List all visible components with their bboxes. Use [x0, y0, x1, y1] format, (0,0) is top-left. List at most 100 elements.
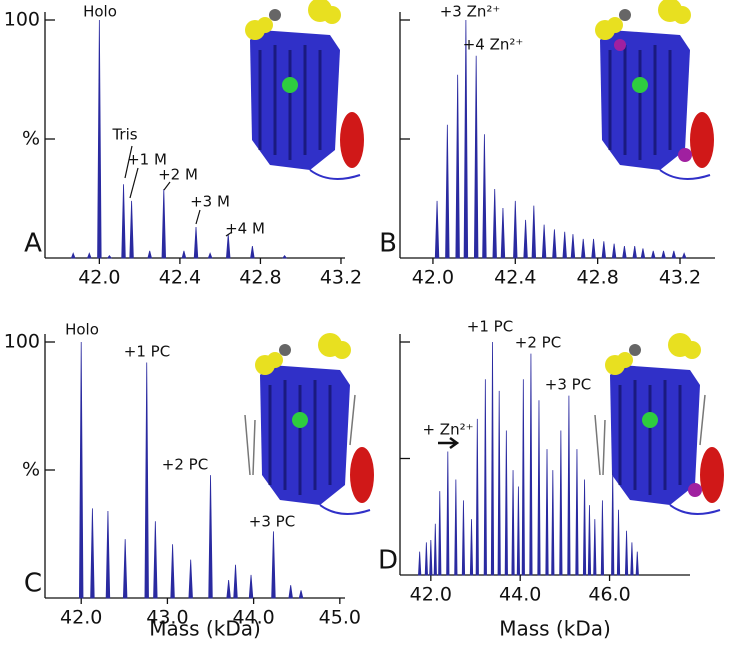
peak — [504, 430, 508, 576]
x-tick-label: 42.0 — [410, 584, 452, 606]
peak — [551, 470, 555, 576]
x-tick-label: 43.2 — [659, 267, 701, 289]
leader-line — [124, 145, 133, 179]
peak — [455, 74, 460, 259]
peak — [622, 246, 627, 259]
peak — [541, 224, 547, 259]
peak — [86, 252, 92, 259]
peak — [226, 580, 231, 599]
y-tick-label: % — [22, 459, 40, 481]
annotation: +3 Zn²⁺ — [440, 3, 501, 21]
peak — [475, 418, 479, 576]
x-tick-label: 42.4 — [159, 267, 201, 289]
x-tick-label: 42.0 — [412, 267, 454, 289]
peak — [492, 188, 497, 259]
peak — [531, 205, 537, 259]
annotation: + Zn²⁺ — [422, 421, 473, 439]
panel-label: B — [379, 229, 397, 259]
x-tick-label: 43.2 — [320, 267, 362, 289]
x-axis-label: Mass (kDa) — [499, 617, 611, 641]
peak — [153, 521, 158, 599]
peak — [482, 134, 487, 259]
leader-line — [225, 231, 233, 237]
peak — [511, 470, 515, 576]
panel-label: C — [24, 569, 42, 599]
peak — [513, 200, 518, 259]
peak — [570, 234, 576, 259]
peak — [121, 184, 126, 259]
arrow — [438, 436, 460, 450]
protein-illustration — [243, 0, 366, 181]
leader-line — [163, 181, 171, 191]
peak — [144, 362, 149, 599]
peak — [446, 451, 450, 576]
x-tick-label: 42.4 — [494, 267, 536, 289]
panel: 42.0 44.0 46.0 D Mass (kDa) + Zn²⁺ +1 PC+2 PC +… — [378, 318, 690, 641]
peak — [438, 491, 442, 576]
peak — [433, 523, 437, 576]
x-tick-label: 43.0 — [146, 607, 188, 629]
y-tick-label: 100 — [4, 331, 40, 353]
peak — [552, 229, 557, 259]
peak — [424, 542, 428, 576]
peak — [632, 246, 637, 259]
peak — [473, 55, 479, 259]
protein-illustration — [594, 331, 726, 516]
peak — [587, 505, 592, 576]
peak — [122, 539, 128, 599]
y-tick-label: 100 — [4, 9, 40, 31]
annotation: +3 M — [190, 193, 230, 211]
annotation: +2 PC — [162, 456, 208, 474]
peak — [523, 219, 528, 259]
peak — [298, 590, 304, 599]
peak — [521, 379, 525, 576]
peak — [640, 248, 646, 259]
peak — [562, 231, 567, 259]
peak — [79, 341, 84, 599]
peak — [248, 574, 254, 599]
peak — [105, 510, 111, 599]
x-tick-label: 45.0 — [319, 607, 361, 629]
peak — [537, 400, 541, 576]
peak — [434, 200, 440, 259]
leader-line — [195, 209, 201, 225]
panel-label: A — [24, 229, 42, 259]
annotation: +3 PC — [545, 376, 591, 394]
panel: 42.0 43.0 44.0 45.0% 100 C Mass (kDa) Holo +1 PC… — [4, 321, 361, 641]
peak — [281, 254, 288, 259]
peak — [418, 551, 422, 576]
annotation: +4 Zn²⁺ — [463, 36, 524, 54]
protein-illustration — [593, 0, 716, 181]
x-axis-label: Mass (kDa) — [149, 617, 261, 641]
peak — [463, 19, 469, 259]
panel: 42.0 42.4 42.8 43.2 B +3 Zn²⁺ +4 Zn²⁺ — [379, 3, 715, 289]
peak — [271, 531, 276, 599]
x-tick-label: 42.8 — [239, 267, 281, 289]
peak — [497, 390, 501, 576]
peak — [288, 585, 293, 599]
peak — [483, 379, 487, 576]
x-tick-label: 44.0 — [499, 584, 541, 606]
peak — [611, 470, 615, 576]
peak — [661, 250, 666, 259]
annotation: Holo — [65, 321, 99, 339]
peak — [193, 227, 199, 259]
peak — [591, 238, 596, 259]
peak — [147, 250, 153, 259]
x-tick-label: 44.0 — [232, 607, 274, 629]
peak — [516, 486, 521, 576]
peak — [681, 252, 687, 259]
peak — [593, 519, 597, 576]
y-tick-label: % — [22, 128, 40, 150]
peak — [650, 250, 656, 259]
peak — [559, 430, 563, 576]
peak — [671, 250, 677, 259]
peak — [90, 508, 95, 599]
peak — [429, 540, 433, 576]
annotation: +3 PC — [249, 513, 295, 531]
peak — [207, 252, 213, 259]
peak — [635, 551, 639, 576]
peak — [567, 395, 571, 576]
x-tick-label: 46.0 — [588, 584, 630, 606]
